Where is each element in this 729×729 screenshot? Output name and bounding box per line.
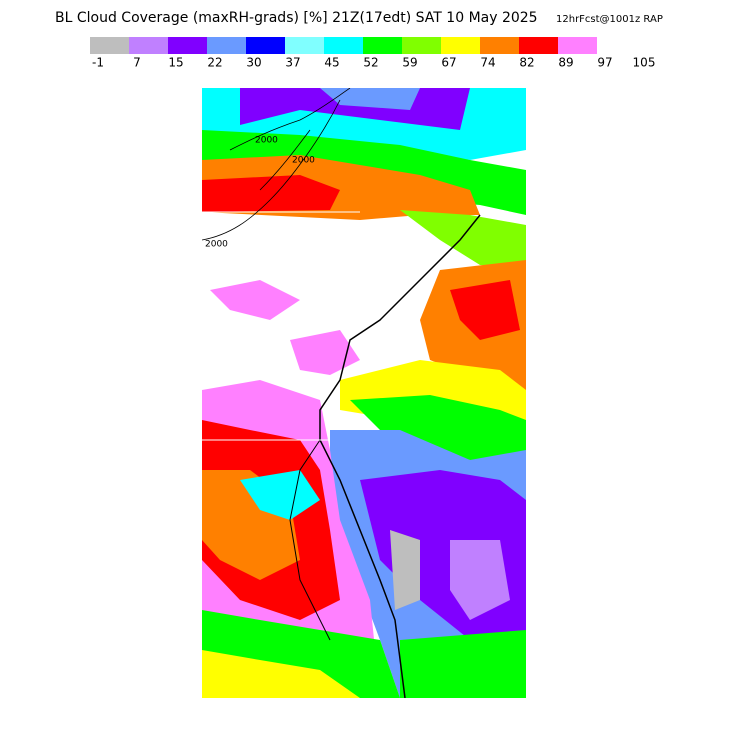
contour xyxy=(229,88,351,151)
colorbar-swatch xyxy=(480,37,519,54)
colorbar-swatch xyxy=(246,37,285,54)
state-border xyxy=(202,211,360,441)
colorbar-label: 30 xyxy=(246,56,261,70)
colorbar-swatch xyxy=(402,37,441,54)
colorbar-swatch xyxy=(129,37,168,54)
boundary xyxy=(289,439,331,641)
colorbar-label: 45 xyxy=(324,56,339,70)
colorbar-swatch xyxy=(285,37,324,54)
colorbar-label: 52 xyxy=(363,56,378,70)
colorbar-label: 67 xyxy=(441,56,456,70)
colorbar-label: 7 xyxy=(133,56,141,70)
colorbar-swatch xyxy=(324,37,363,54)
contour xyxy=(259,129,311,191)
cloud-area xyxy=(202,650,360,698)
colorbar-label: 82 xyxy=(519,56,534,70)
colorbar-label: 15 xyxy=(168,56,183,70)
cloud-area xyxy=(320,88,420,110)
colorbar-label: 97 xyxy=(597,56,612,70)
cloud-area xyxy=(202,175,340,212)
colorbar-swatch xyxy=(168,37,207,54)
colorbar-label: 74 xyxy=(480,56,495,70)
colorbar-label: 37 xyxy=(285,56,300,70)
cloud-area xyxy=(450,540,510,620)
cloud-area xyxy=(450,280,520,340)
cloud-area xyxy=(350,395,526,470)
contour xyxy=(202,99,341,241)
colorbar-label: 89 xyxy=(558,56,573,70)
colorbar-swatch xyxy=(90,37,129,54)
colorbar-label: 105 xyxy=(633,56,656,70)
cloud-area xyxy=(240,470,320,520)
map: 2000 2000 2000 xyxy=(202,88,526,698)
coastline xyxy=(319,214,481,698)
colorbar-swatch xyxy=(558,37,597,54)
title: BL Cloud Coverage (maxRH-grads) [%] 21Z(… xyxy=(55,10,538,26)
contour-label: 2000 xyxy=(255,136,278,146)
colorbar: -1 7 15 22 30 37 45 52 59 67 74 82 89 97 105 xyxy=(90,37,655,70)
colorbar-swatch xyxy=(363,37,402,54)
cloud-area xyxy=(400,210,526,270)
cloud-area xyxy=(210,280,300,320)
colorbar-swatch xyxy=(441,37,480,54)
colorbar-swatch xyxy=(597,37,636,54)
contour-label: 2000 xyxy=(292,156,315,166)
cloud-area xyxy=(290,330,360,375)
colorbar-swatch xyxy=(207,37,246,54)
subtitle: 12hrFcst@1001z RAP xyxy=(556,14,663,25)
contour-label: 2000 xyxy=(205,240,228,250)
cloud-area xyxy=(400,630,526,698)
colorbar-swatch xyxy=(519,37,558,54)
colorbar-label: 22 xyxy=(207,56,222,70)
cloud-area xyxy=(390,530,420,610)
colorbar-label: -1 xyxy=(92,56,104,70)
colorbar-label: 59 xyxy=(402,56,417,70)
